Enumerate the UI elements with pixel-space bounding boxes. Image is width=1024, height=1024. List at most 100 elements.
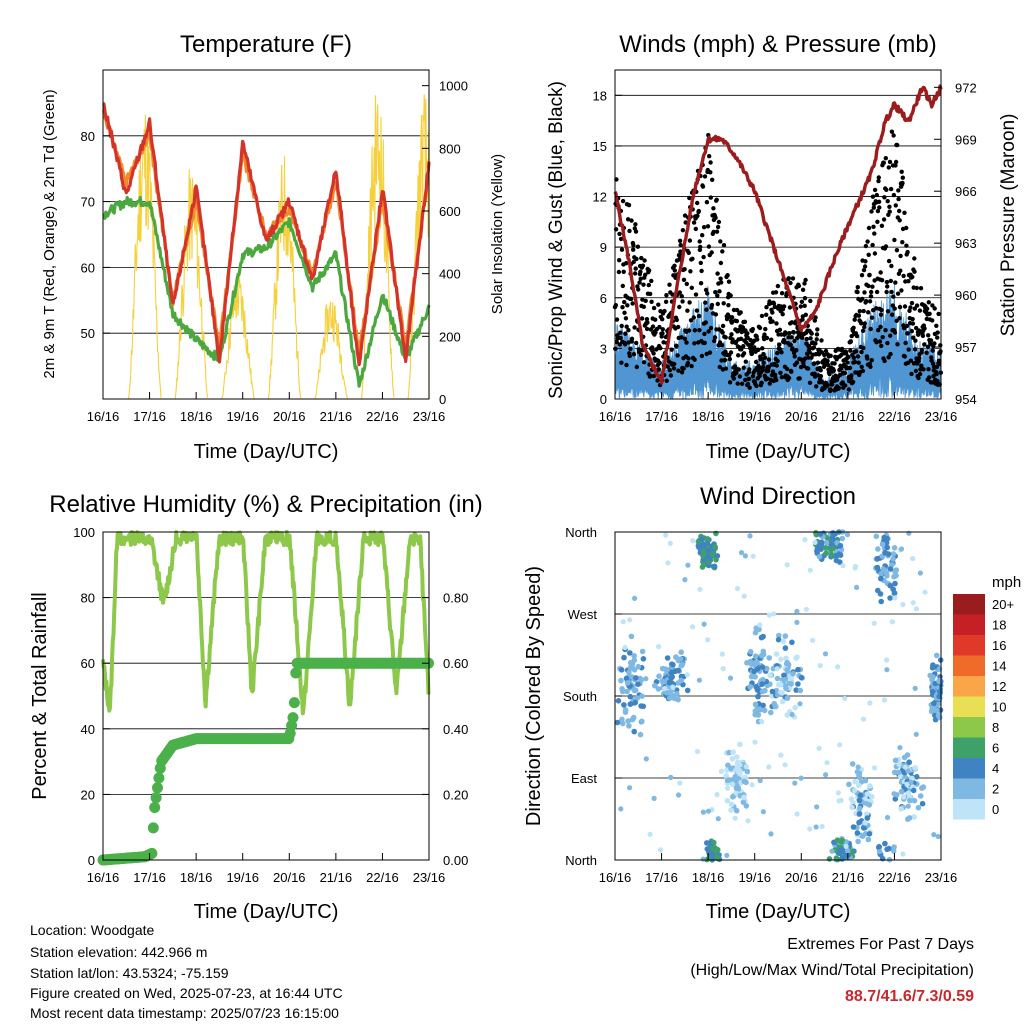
gust-point [626,328,631,333]
gust-point [672,268,677,273]
direction-point [632,699,639,706]
humidity-plot-frame [102,531,430,861]
gust-point [893,163,898,168]
gust-point [644,326,650,332]
humidity-title: Relative Humidity (%) & Precipitation (i… [49,491,482,518]
direction-point [931,700,937,707]
gust-point [698,281,704,286]
direction-point [705,637,711,643]
direction-point [639,648,646,655]
gust-point [934,371,939,377]
direction-point [887,595,893,601]
direction-point [933,652,940,659]
direction-point [913,774,920,780]
gust-point [704,200,710,205]
direction-xtick-label: 16/16 [599,870,632,885]
insolation-line [221,275,255,400]
direction-point [890,551,897,557]
direction-point [755,693,761,700]
gust-point [757,373,762,379]
humidity-xtick-label: 17/16 [133,870,166,885]
direction-point [621,654,627,661]
direction-point [929,665,936,671]
gust-point [697,239,702,244]
gust-point [771,301,777,306]
gust-point [743,359,748,364]
gust-point [750,326,755,332]
direction-point [830,545,836,552]
gust-point [628,346,633,351]
gust-point [896,188,901,193]
pressure-ytick-label: 957 [955,340,977,355]
gust-point [686,328,692,333]
gust-point [820,380,826,385]
gust-point [786,375,792,381]
gust-point [831,368,836,373]
legend-swatch [953,737,985,758]
direction-point [618,806,624,812]
direction-point [900,794,907,800]
direction-point [633,675,639,681]
direction-point [837,543,844,549]
gust-point [685,308,690,313]
direction-point [752,701,759,708]
legend-label: 2 [992,782,999,797]
gust-point [790,276,796,281]
gust-point [885,309,891,314]
direction-point [663,532,669,538]
gust-point [859,321,864,326]
gust-point [932,341,937,346]
direction-point [730,794,736,800]
gust-point [620,283,625,289]
gust-point [681,366,686,371]
gust-point [708,325,714,331]
direction-point [697,586,703,592]
direction-point [632,595,638,602]
legend-swatch [953,799,985,820]
gust-point [905,249,910,255]
direction-point [878,598,884,605]
gust-point [728,293,733,298]
gust-point [644,317,650,322]
gust-point [731,307,737,313]
direction-point [627,693,634,700]
direction-point [652,682,658,689]
direction-point [929,688,936,695]
gust-point [688,318,694,323]
gust-point [890,312,895,317]
direction-point [905,816,911,822]
direction-point [798,674,805,681]
gust-point [676,324,681,330]
gust-point [653,330,658,335]
figure-created: Figure created on Wed, 2025-07-23, at 16… [30,985,343,1001]
gust-point [764,312,769,317]
gust-point [705,291,710,296]
direction-point [713,557,719,563]
direction-point [784,667,790,673]
gust-point [720,249,725,254]
gust-point [728,350,734,355]
gust-point [909,300,915,306]
gust-point [632,325,637,330]
direction-point [675,696,681,703]
gust-point [757,365,762,370]
direction-point [879,541,886,548]
direction-point [905,803,911,809]
temperature-title: Temperature (F) [180,31,352,58]
gust-point [731,376,736,381]
direction-point [680,681,686,688]
direction-point [668,675,674,681]
gust-point [681,277,687,282]
direction-point [759,688,766,695]
legend-swatch [953,614,985,635]
direction-point [724,797,731,804]
direction-point [659,678,665,684]
direction-point [773,651,780,657]
direction-point [823,772,829,778]
gust-point [856,360,861,365]
direction-point [714,792,720,798]
gust-point [872,251,878,256]
gust-point [719,343,725,348]
gust-point [854,333,860,339]
direction-point [655,686,662,692]
